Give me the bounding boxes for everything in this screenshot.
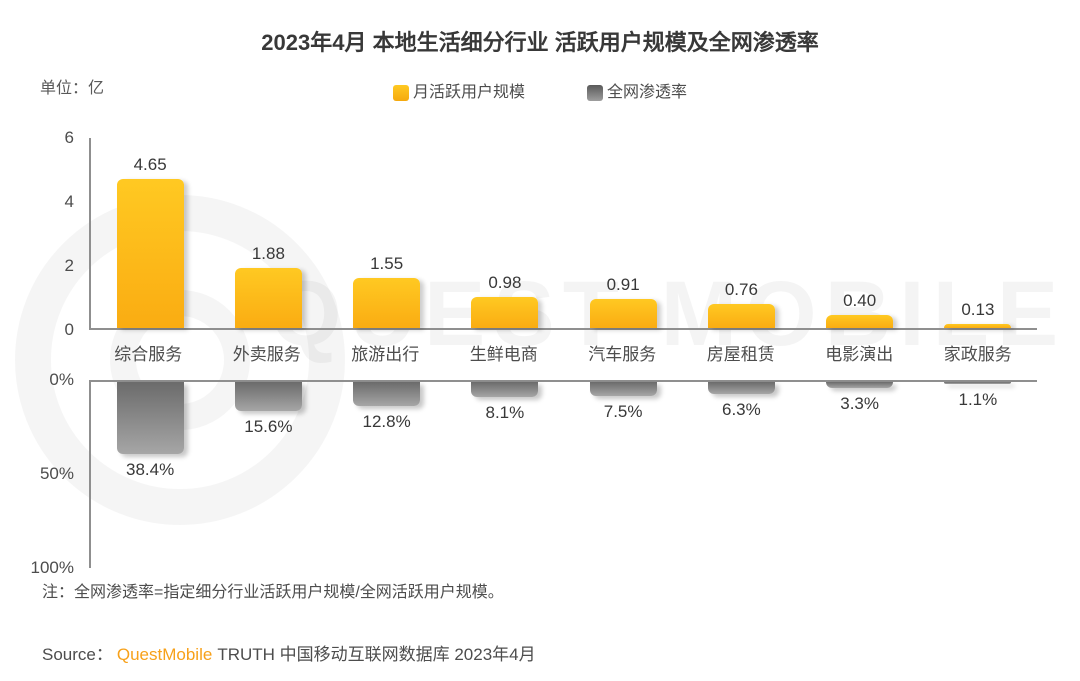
penetration-bar [116,382,184,455]
mau-bar-column: 4.65 [91,138,209,328]
category-label: 房屋租赁 [706,345,775,364]
mau-bar-column: 0.76 [682,138,800,328]
category-label: 综合服务 [114,345,183,364]
mau-axis-tick: 4 [64,192,74,211]
page-title: 2023年4月 本地生活细分行业 活跃用户规模及全网渗透率 [261,30,819,55]
penetration-bar-column: 6.3% [682,382,800,420]
source-prefix: Source： [42,645,113,664]
legend: 月活跃用户规模 全网渗透率 [0,83,1080,103]
mau-axis-tick: 0 [64,320,74,339]
category-label: 家政服务 [943,345,1012,364]
penetration-bar [234,382,302,412]
penetration-bar-column: 12.8% [328,382,446,432]
category-label: 旅游出行 [351,345,420,364]
penetration-bar [707,382,775,394]
penetration-bar [944,382,1012,385]
penetration-value-label: 8.1% [485,403,525,423]
penetration-value-label: 3.3% [840,394,879,414]
penetration-value-label: 38.4% [126,460,175,480]
category-label: 外卖服务 [232,345,301,364]
mau-value-label: 0.40 [843,291,877,311]
mau-bar-column: 0.40 [801,138,919,328]
category-label: 生鲜电商 [469,345,538,364]
mau-bar [234,267,302,328]
legend-label-mau: 月活跃用户规模 [412,84,525,101]
category-label-row: 综合服务 外卖服务 旅游出行 生鲜电商 汽车服务 房屋租赁 电影演出 家政服务 [89,344,1037,366]
mau-axis-tick: 6 [64,128,74,147]
penetration-value-label: 12.8% [362,412,411,432]
penetration-value-label: 6.3% [722,399,761,419]
mau-bar-column: 0.98 [446,138,564,328]
penetration-bar [353,382,421,407]
mau-value-label: 0.76 [724,279,758,299]
source-suffix: TRUTH 中国移动互联网数据库 2023年4月 [217,645,536,664]
penetration-value-label: 1.1% [958,390,998,410]
penetration-bar-column: 38.4% [91,382,209,480]
category-label: 电影演出 [825,345,894,364]
penetration-bar-column: 3.3% [801,382,919,414]
legend-item-penetration: 全网渗透率 [587,83,687,103]
legend-swatch-gray [587,85,603,101]
mau-value-label: 1.88 [251,243,285,263]
unit-label: 单位：亿 [40,80,105,97]
legend-swatch-yellow [392,85,409,101]
mau-value-label: 4.65 [133,155,167,175]
penetration-bar [589,382,657,397]
mau-bar [944,323,1012,328]
penetration-axis-tick: 0% [49,370,74,389]
penetration-bar-column: 7.5% [564,382,682,422]
penetration-bar [471,382,539,398]
penetration-bar-plot: 38.4% 15.6% 12.8% 8.1% 7.5% 6.3% 3.3% 1.1% [89,380,1037,568]
mau-bar-column: 0.91 [564,138,682,328]
mau-bar [589,298,657,328]
mau-bar-column: 1.55 [328,138,446,328]
mau-value-label: 1.55 [370,254,404,274]
mau-value-label: 0.13 [961,299,995,319]
mau-bar-column: 0.13 [919,138,1037,328]
mau-value-label: 0.98 [488,272,522,292]
mau-axis-tick: 2 [64,256,74,275]
source-line: Source： QuestMobile TRUTH 中国移动互联网数据库 2023年… [42,644,536,666]
penetration-bar-column: 1.1% [919,382,1037,410]
penetration-bar-column: 15.6% [209,382,327,437]
mau-value-label: 0.91 [606,274,640,294]
mau-bar [116,179,184,328]
legend-label-penetration: 全网渗透率 [607,84,688,101]
mau-bar [471,296,539,328]
category-label: 汽车服务 [588,345,657,364]
mau-bar-plot: 4.65 1.88 1.55 0.98 0.91 0.76 0.40 0.13 [89,138,1037,330]
penetration-axis-tick: 50% [39,464,74,483]
mau-bar-column: 1.88 [209,138,327,328]
mau-bar [707,303,775,328]
penetration-value-label: 7.5% [603,402,643,422]
penetration-axis-tick: 100% [30,558,74,577]
penetration-value-label: 15.6% [244,417,293,437]
mau-bar [353,278,421,328]
legend-item-mau: 月活跃用户规模 [392,83,525,103]
footnote: 注：全网渗透率=指定细分行业活跃用户规模/全网活跃用户规模。 [42,584,504,601]
penetration-bar-column: 8.1% [446,382,564,423]
source-brand: QuestMobile [116,645,213,664]
penetration-bar [826,382,894,389]
mau-bar [826,315,894,328]
